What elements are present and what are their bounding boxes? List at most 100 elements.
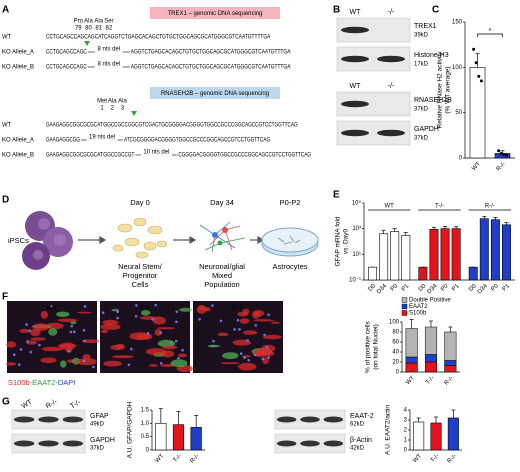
nucleus-stain [175, 310, 178, 313]
cell-stain [129, 332, 151, 341]
section-header-box [150, 7, 280, 19]
nucleus-stain [101, 311, 105, 314]
codon-name: Ser [104, 19, 113, 25]
bar [479, 218, 489, 281]
allele-label: WT [2, 35, 12, 41]
data-point [474, 61, 478, 65]
bar [401, 235, 411, 281]
cell-stain [40, 310, 48, 319]
codon-position: 1 [100, 106, 104, 112]
codon-name: Pro [74, 19, 84, 25]
codon-name: Ala [94, 19, 103, 25]
nucleus-stain [135, 304, 138, 307]
stage-caption: Population [204, 280, 239, 289]
blot-band [38, 416, 59, 423]
y-axis-label: Relative RNase H2 activity [437, 51, 444, 129]
blot-band [323, 440, 344, 447]
legend-swatch [401, 310, 408, 316]
cell-stain [48, 328, 58, 336]
nucleus-stain [243, 356, 246, 359]
x-tick-label: R-/- [447, 453, 458, 464]
astrocyte-dish-illustration [261, 227, 319, 257]
micrograph [100, 301, 193, 373]
panel-letter: B [333, 5, 340, 16]
nucleus-stain [261, 357, 265, 361]
blot-band [323, 416, 344, 423]
cell-stain [6, 341, 16, 348]
image-label: T-/- [139, 303, 151, 312]
nucleus-stain [19, 348, 23, 351]
nucleus-stain [13, 353, 16, 357]
legend-label: EAAT2 [409, 304, 428, 310]
stage-caption: Neural Stem/ [118, 262, 163, 271]
x-tick-label: WT [412, 453, 423, 464]
y-axis-label: A.U. EAAT2/actin [385, 405, 392, 455]
cell-stain [261, 344, 276, 353]
nucleus-stain [83, 305, 87, 308]
dna-sequence: ATG [97, 153, 107, 159]
nucleus-stain [29, 350, 33, 354]
nucleus-stain [159, 331, 162, 334]
nucleus-stain [265, 346, 269, 349]
nucleus-stain [159, 361, 163, 365]
allele-label: KO Allele_A [2, 50, 34, 56]
cell-stain [82, 339, 99, 343]
x-tick-label: P1 [502, 283, 512, 293]
data-point [497, 149, 501, 153]
dna-sequence: GAAGAGGCGGCGCGC [46, 123, 97, 129]
x-tick-label: P0 [490, 283, 500, 293]
nucleus-stain [70, 324, 74, 328]
bar [490, 219, 500, 281]
protein-name: GFAP [90, 413, 109, 420]
stain-name: -DAPI [55, 378, 75, 387]
bar [451, 228, 461, 281]
arrow [78, 235, 265, 245]
deletion-note: 8 nts del [97, 62, 120, 68]
x-tick-label: R-/- [189, 453, 200, 464]
lane-label: WT [21, 398, 35, 410]
lane-label: WT [350, 83, 362, 90]
y-tick-label: 4 [404, 408, 408, 414]
mixed-population-illustration [199, 221, 246, 253]
y-tick-label: 0 [146, 448, 150, 454]
nucleus-stain [116, 316, 119, 320]
cell-stain [177, 353, 187, 358]
y-tick-label: 10³ [352, 226, 361, 232]
nucleus-stain [181, 348, 184, 352]
error-bar [429, 320, 433, 327]
y-axis-label: (% WT average) [445, 66, 452, 113]
significance-marker: * [489, 28, 492, 35]
stain-caption: S100b-EAAT2-DAPI [8, 378, 75, 387]
nucleus-stain [25, 323, 28, 326]
error-bar [158, 408, 163, 424]
codon-position: 81 [95, 26, 102, 32]
legend-swatch [401, 297, 408, 303]
lane-label: R-/- [45, 398, 59, 410]
cell-stain [270, 321, 281, 324]
lane-label: -/- [388, 9, 395, 16]
cell-stain [76, 357, 97, 366]
lane-label: T-/- [69, 399, 82, 411]
y-tick-label: 0 [404, 448, 408, 454]
protein-size: 37kD [90, 446, 105, 452]
cell-stain [157, 339, 176, 348]
legend-swatch [401, 303, 408, 310]
protein-name: EAAT-2 [350, 413, 374, 420]
panel-letter: A [2, 5, 9, 16]
data-point [479, 79, 483, 83]
x-tick-label: P1 [401, 283, 411, 293]
cell-stain [59, 342, 76, 350]
stage-caption: Cells [132, 280, 149, 289]
cell-stain [32, 323, 50, 331]
x-tick-label: P1 [451, 283, 461, 293]
x-tick-label: P0 [440, 283, 450, 293]
group-label: WT [385, 204, 395, 210]
error-bar [493, 217, 498, 220]
nucleus-stain [127, 363, 131, 367]
cell-stain [82, 354, 91, 360]
significance-bracket [477, 33, 503, 37]
nucleus-stain [233, 328, 236, 331]
nucleus-stain [177, 356, 180, 360]
blot-band [341, 26, 369, 34]
protein-name: RNASEH2B [414, 97, 452, 104]
